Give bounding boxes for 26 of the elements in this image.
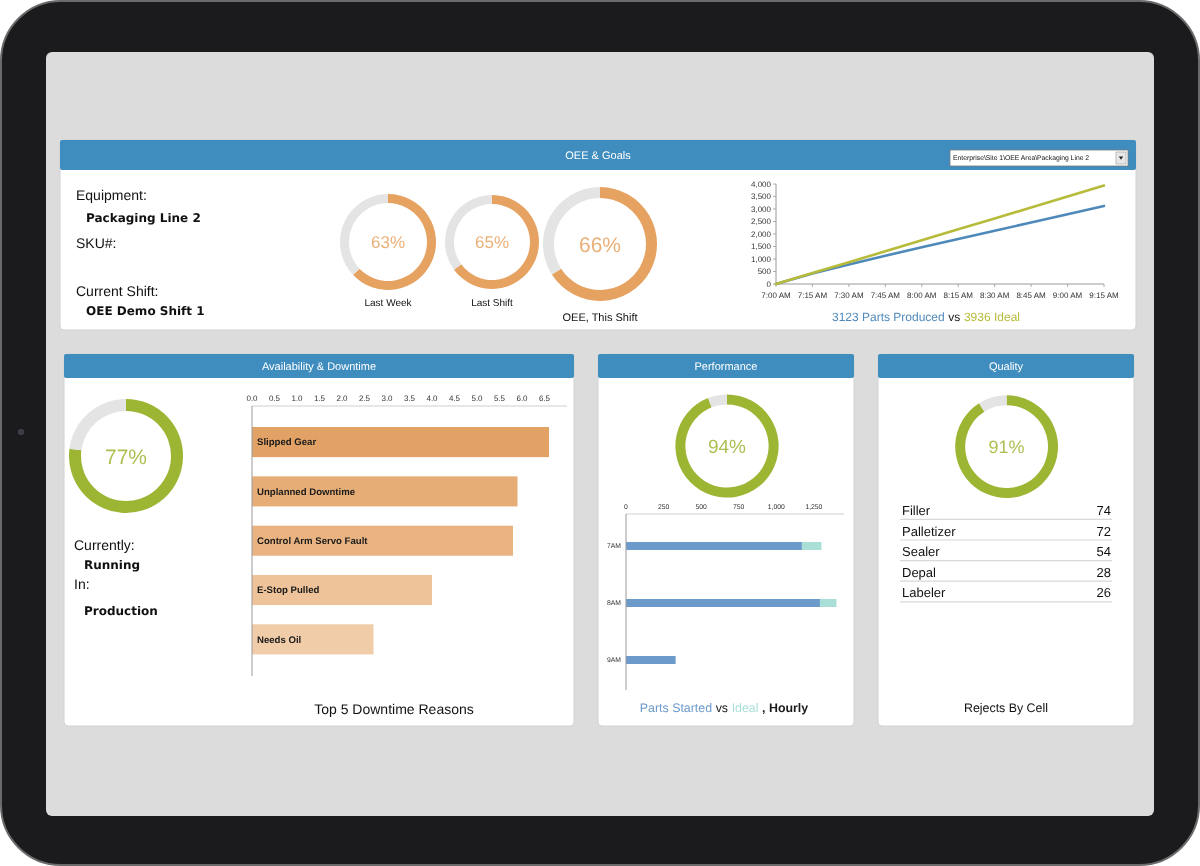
donut-slice <box>69 399 183 513</box>
bar <box>252 624 374 655</box>
bar <box>626 599 820 607</box>
donut-slice <box>69 399 126 451</box>
text: 66% <box>578 233 622 258</box>
text: 63% <box>370 232 406 253</box>
bar <box>252 574 432 606</box>
bar <box>252 427 549 458</box>
line-series <box>774 184 1106 286</box>
bar <box>252 476 518 507</box>
donut-slice <box>955 395 1058 498</box>
donut-slice <box>708 394 727 408</box>
bar <box>626 542 802 550</box>
donut-slice <box>453 195 539 289</box>
text: 91% <box>988 437 1025 458</box>
bar <box>819 599 837 607</box>
donut-slice <box>353 194 436 290</box>
donut-slice <box>979 395 1007 412</box>
bar <box>801 542 822 550</box>
bar <box>626 656 676 664</box>
text: 65% <box>474 232 510 253</box>
donut-slice <box>675 394 779 498</box>
bar <box>252 525 513 556</box>
donut-slice <box>551 187 657 301</box>
text: 94% <box>707 436 748 459</box>
text: 77% <box>104 445 148 470</box>
